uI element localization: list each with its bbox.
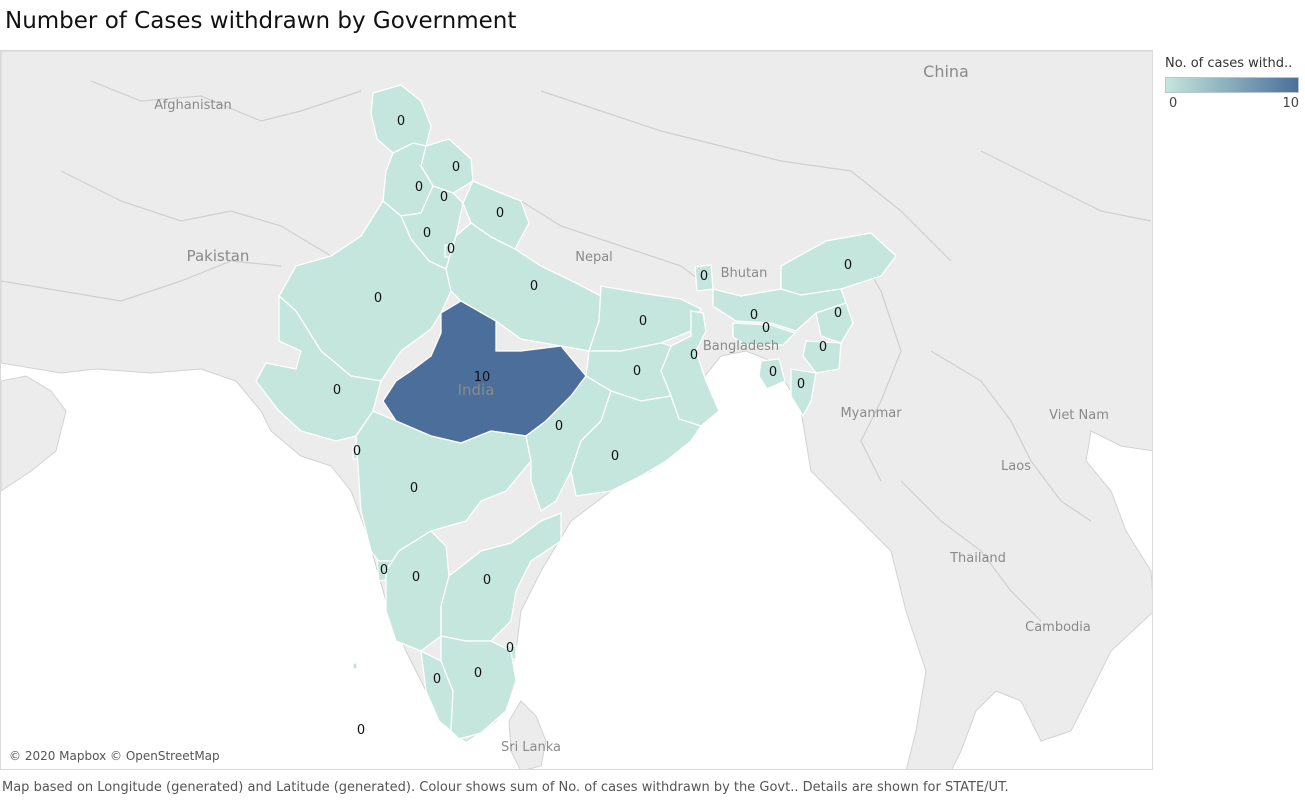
value-label-cg: 0 — [555, 419, 563, 434]
map-view[interactable]: Afghanistan Pakistan China Nepal Bhutan Bangl… — [0, 50, 1153, 770]
value-label-ar: 0 — [844, 258, 852, 273]
value-label-jk: 0 — [397, 114, 405, 129]
country-label-laos: Laos — [1001, 459, 1031, 474]
value-label-ka: 0 — [412, 570, 420, 585]
value-label-mz: 0 — [797, 377, 805, 392]
legend-min-label: 0 — [1169, 96, 1178, 111]
legend-color-ramp — [1165, 77, 1299, 93]
country-label-srilanka: Sri Lanka — [501, 740, 561, 755]
value-label-kl: 0 — [433, 672, 441, 687]
value-label-gj: 0 — [333, 383, 341, 398]
value-label-jh: 0 — [633, 364, 641, 379]
region-manipur[interactable] — [802, 340, 842, 374]
legend-title: No. of cases withd.. — [1165, 56, 1293, 71]
value-label-dl: 0 — [447, 242, 455, 257]
value-label-ml: 0 — [750, 308, 758, 323]
value-label-mh: 0 — [410, 481, 418, 496]
value-label-mp: 10 — [474, 370, 491, 385]
country-label-thailand: Thailand — [949, 551, 1006, 566]
value-label-pb: 0 — [415, 180, 423, 195]
value-label-hr: 0 — [423, 226, 431, 241]
country-label-pakistan: Pakistan — [187, 247, 250, 265]
country-label-myanmar: Myanmar — [840, 406, 902, 421]
region-nagaland[interactable] — [815, 302, 854, 344]
country-label-india: India — [458, 381, 495, 399]
country-label-china: China — [923, 62, 969, 81]
map-attribution[interactable]: © 2020 Mapbox © OpenStreetMap — [9, 749, 220, 763]
country-label-bangladesh: Bangladesh — [703, 339, 779, 354]
value-label-mn: 0 — [819, 340, 827, 355]
srilanka-island — [508, 700, 547, 769]
region-tamil-nadu[interactable] — [440, 635, 517, 740]
region-rajasthan[interactable] — [278, 200, 452, 382]
region-gujarat[interactable] — [255, 294, 382, 442]
value-label-ld: 0 — [357, 723, 365, 738]
india-states[interactable] — [255, 84, 897, 740]
value-label-dd: 0 — [353, 444, 361, 459]
value-label-ap: 0 — [483, 573, 491, 588]
country-label-vietnam: Viet Nam — [1049, 408, 1109, 423]
chart-title: Number of Cases withdrawn by Government — [5, 8, 517, 34]
value-label-rj: 0 — [374, 291, 382, 306]
country-labels: Afghanistan Pakistan China Nepal Bhutan Bangl… — [154, 62, 1109, 755]
region-bihar[interactable] — [588, 285, 702, 352]
value-label-as: 0 — [762, 321, 770, 336]
region-tripura[interactable] — [758, 358, 786, 390]
value-label-up: 0 — [530, 279, 538, 294]
value-label-hp: 0 — [452, 160, 460, 175]
value-label-sk: 0 — [700, 269, 708, 284]
region-mizoram[interactable] — [790, 368, 817, 418]
country-label-nepal: Nepal — [575, 250, 613, 265]
map-canvas[interactable]: Afghanistan Pakistan China Nepal Bhutan Bangl… — [1, 51, 1153, 770]
value-label-py: 0 — [506, 641, 514, 656]
caption: Map based on Longitude (generated) and L… — [2, 780, 1009, 795]
country-label-afghanistan: Afghanistan — [154, 98, 231, 113]
value-label-od: 0 — [611, 449, 619, 464]
arabia-land — [1, 375, 67, 492]
country-borders — [1, 80, 1152, 622]
value-label-nl: 0 — [834, 306, 842, 321]
region-odisha[interactable] — [570, 390, 703, 497]
country-label-bhutan: Bhutan — [721, 266, 768, 281]
value-label-tr: 0 — [769, 365, 777, 380]
country-label-cambodia: Cambodia — [1025, 620, 1091, 635]
value-label-br: 0 — [639, 314, 647, 329]
value-label-wb: 0 — [690, 348, 698, 363]
region-lakshadweep[interactable] — [352, 662, 358, 670]
region-meghalaya[interactable] — [732, 322, 797, 346]
color-legend[interactable]: No. of cases withd.. 0 10 — [1165, 56, 1301, 111]
legend-max-label: 10 — [1282, 96, 1299, 111]
value-label-tn: 0 — [474, 666, 482, 681]
value-label-ga: 0 — [380, 563, 388, 578]
value-label-uk: 0 — [496, 206, 504, 221]
value-label-ch: 0 — [440, 190, 448, 205]
